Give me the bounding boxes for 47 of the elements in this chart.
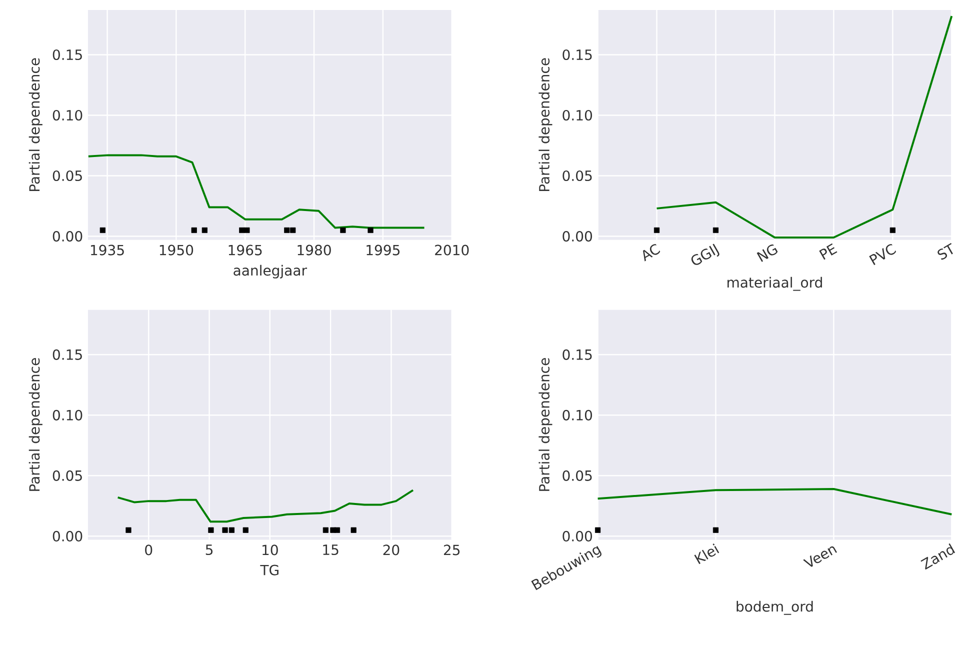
x-tick-label: 20 xyxy=(383,544,400,556)
x-tick-label: Klei xyxy=(694,544,720,564)
x-tick-label: 1935 xyxy=(90,244,124,256)
x-tick-label: 5 xyxy=(206,544,212,556)
x-tick-label: 1950 xyxy=(160,244,194,256)
x-axis-title: aanlegjaar xyxy=(234,264,308,279)
x-axis-title: bodem_ord xyxy=(736,601,813,615)
x-tick-label: 2010 xyxy=(435,244,469,256)
line-series xyxy=(656,15,953,239)
x-tick-label: 0 xyxy=(145,544,152,556)
y-tick-label: 0.10 xyxy=(562,410,592,421)
y-tick-label: 0.00 xyxy=(562,231,592,242)
x-tick-label: 1980 xyxy=(298,244,331,256)
y-tick-label: 0.15 xyxy=(52,349,82,360)
y-tick-label: 0.10 xyxy=(52,410,82,421)
y-tick-label: 0.10 xyxy=(52,110,82,121)
x-tick-label: NG xyxy=(756,244,778,262)
y-axis-title: Partial dependence xyxy=(538,358,552,492)
y-tick-label: 0.10 xyxy=(562,110,592,121)
y-axis-title: Partial dependence xyxy=(28,358,42,492)
x-tick-label: PE xyxy=(819,244,838,260)
y-tick-label: 0.00 xyxy=(52,530,82,542)
x-tick-label: AC xyxy=(642,244,660,262)
x-axis-title: materiaal_ord xyxy=(728,277,822,291)
y-tick-label: 0.05 xyxy=(52,470,82,482)
x-tick-label: 1965 xyxy=(228,244,262,256)
x-tick-label: GGIJ xyxy=(691,244,720,266)
y-tick-label: 0.15 xyxy=(562,349,592,360)
line-series xyxy=(596,488,953,516)
y-tick-label: 0.15 xyxy=(562,50,592,60)
x-tick-label: 10 xyxy=(262,544,278,556)
y-axis-title: Partial dependence xyxy=(28,58,42,192)
x-tick-label: PVC xyxy=(869,244,896,266)
x-tick-label: ST xyxy=(938,243,953,260)
x-axis-title: TG xyxy=(260,564,278,576)
x-tick-label: 15 xyxy=(323,544,338,556)
x-tick-label: 25 xyxy=(444,544,460,556)
y-tick-label: 0.05 xyxy=(52,170,82,182)
y-tick-label: 0.15 xyxy=(52,50,82,60)
y-tick-label: 0.05 xyxy=(562,170,592,182)
y-tick-label: 0.00 xyxy=(562,530,592,542)
y-tick-label: 0.05 xyxy=(562,470,592,482)
y-axis-title: Partial dependence xyxy=(538,58,552,192)
y-tick-label: 0.00 xyxy=(52,231,82,242)
x-tick-label: Veen xyxy=(803,546,837,568)
x-tick-label: 1995 xyxy=(366,244,400,256)
line-series xyxy=(116,489,414,523)
